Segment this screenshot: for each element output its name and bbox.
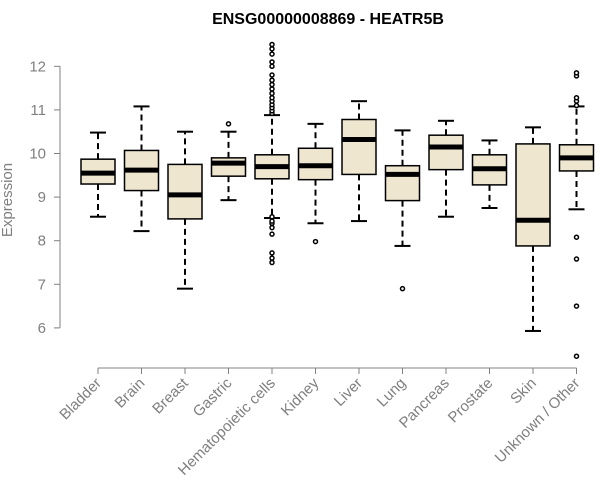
outlier-point	[573, 70, 580, 76]
outlier-point	[399, 285, 406, 292]
y-tick-label: 10	[29, 146, 46, 163]
x-tick-label: Bladder	[56, 375, 105, 424]
box-breast	[167, 130, 203, 290]
box-iqr	[428, 134, 464, 171]
outlier-point	[573, 303, 580, 309]
outlier-point	[269, 259, 275, 266]
box-unknown-other	[558, 70, 595, 359]
outlier-point	[573, 94, 580, 101]
box-kidney	[297, 122, 334, 245]
box-prostate	[471, 139, 508, 209]
box-iqr	[341, 118, 377, 176]
outlier-point	[573, 234, 580, 240]
chart-title: ENSG00000008869 - HEATR5B	[212, 11, 444, 28]
x-tick-label: Kidney	[278, 374, 323, 419]
outlier-point	[269, 94, 275, 101]
outlier-point	[225, 121, 232, 127]
outlier-point	[269, 51, 275, 57]
y-tick-label: 12	[29, 58, 46, 75]
box-bladder	[80, 131, 116, 218]
outlier-point	[573, 353, 580, 359]
outlier-point	[269, 250, 275, 256]
y-tick-label: 7	[38, 276, 46, 293]
outlier-point	[269, 213, 275, 220]
box-brain	[123, 105, 160, 233]
outlier-point	[269, 218, 275, 224]
outlier-point	[269, 86, 275, 92]
outlier-point	[269, 46, 275, 52]
outlier-point	[269, 231, 275, 237]
outlier-point	[269, 59, 275, 65]
box-gastric	[210, 121, 247, 202]
y-tick-label: 9	[38, 189, 46, 206]
outlier-point	[269, 41, 275, 48]
box-hematopoietic-cells	[254, 41, 290, 266]
outlier-point	[573, 102, 580, 109]
outlier-point	[312, 238, 319, 245]
outlier-point	[269, 90, 275, 97]
outlier-point	[269, 81, 275, 88]
box-iqr	[384, 164, 421, 202]
y-tick-label: 8	[38, 233, 46, 250]
y-axis: 6 7 8 9 10 11 12	[29, 58, 61, 337]
outlier-point	[269, 63, 275, 70]
x-tick-label: Lung	[374, 375, 410, 411]
boxes-group	[80, 41, 595, 359]
x-tick-label: Skin	[507, 375, 540, 408]
box-pancreas	[428, 119, 464, 218]
y-axis-title: Expression	[0, 163, 16, 237]
y-tick-label: 11	[30, 102, 46, 119]
box-liver	[341, 100, 377, 223]
outlier-point	[269, 77, 275, 84]
box-lung	[384, 129, 421, 292]
x-tick-label: Prostate	[445, 375, 497, 427]
box-iqr	[515, 143, 551, 247]
outlier-point	[269, 224, 275, 231]
box-skin	[515, 126, 551, 332]
x-tick-label: Brain	[112, 375, 149, 412]
box-iqr	[167, 163, 203, 220]
outlier-point	[573, 256, 580, 262]
x-tick-label: Liver	[331, 375, 366, 410]
y-tick-label: 6	[38, 320, 46, 337]
outlier-point	[269, 255, 275, 261]
x-tick-label: Breast	[149, 374, 192, 417]
outlier-point	[269, 72, 275, 78]
